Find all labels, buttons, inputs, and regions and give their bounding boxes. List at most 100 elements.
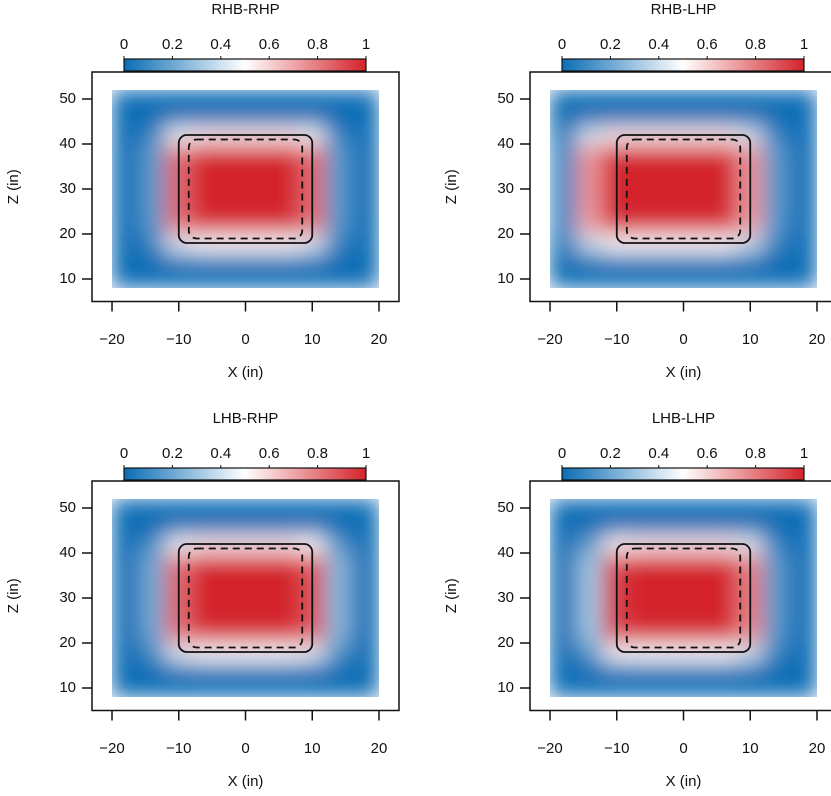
heat-cell [576,161,604,181]
heat-cell [709,251,738,271]
heat-cell [656,678,684,697]
heat-cell [325,125,353,145]
heat-cell [191,552,220,572]
heat-cell [576,143,604,163]
panel: RHB-LHP 0 0.2 0.4 0.6 0.8 1 −20 −10 0 10 20 X (in) 10… [443,1,831,381]
heat-cell [191,179,220,199]
heat-cell [550,90,578,109]
heat-cell [191,215,220,235]
heat-cell [245,269,273,288]
heat-cell [112,499,140,518]
heat-cell [550,499,578,518]
heat-cell [550,269,578,288]
heat-cell [763,125,791,145]
heat-cell [298,516,327,536]
heat-cell [789,660,817,680]
heat-cell [629,197,658,217]
heat-cell [218,161,246,181]
colorbar-tick-label: 0.6 [697,445,718,462]
heat-cell [683,90,711,109]
x-tick-label: 0 [241,331,249,348]
colorbar-tick-label: 0.6 [259,36,280,53]
heat-cell [112,534,140,554]
heat-cell [550,215,578,235]
colorbar-tick-label: 0.2 [600,36,621,53]
y-tick-label: 30 [59,180,76,197]
x-tick-label: 20 [371,740,388,757]
heat-cell [164,642,193,662]
heat-cell [602,269,631,288]
panel: LHB-RHP 0 0.2 0.4 0.6 0.8 1 −20 −10 0 10 20 X (in) 10… [5,410,400,790]
heat-cell [789,499,817,518]
heat-cell [351,90,379,109]
heat-cell [656,660,684,680]
y-axis-label: Z (in) [5,169,22,204]
heat-cell [629,161,658,181]
heat-cell [550,179,578,199]
heat-cell [298,534,327,554]
colorbar-tick-label: 0 [120,36,128,53]
heat-cell [191,161,220,181]
heat-cell [629,269,658,288]
heat-cell [245,251,273,271]
heat-cell [112,642,140,662]
heat-cell [683,588,711,608]
heat-cell [138,161,166,181]
heat-cell [191,90,220,109]
heat-cell [245,516,273,536]
x-tick-label: −20 [537,740,562,757]
heat-cell [112,179,140,199]
heat-cell [656,161,684,181]
x-tick-label: −10 [604,740,629,757]
colorbar-tick-label: 0.2 [162,36,183,53]
heat-cell [325,606,353,626]
heat-cell [112,161,140,181]
colorbar-tick-label: 0.8 [307,445,328,462]
colorbar-tick-label: 0 [558,445,566,462]
panel: LHB-LHP 0 0.2 0.4 0.6 0.8 1 −20 −10 0 10 20 X (in) 10… [443,410,831,790]
heat-cell [602,125,631,145]
heat-cell [164,534,193,554]
heat-cell [351,642,379,662]
x-axis-label: X (in) [228,364,264,381]
heat-cell [683,606,711,626]
colorbar-tick-label: 0 [120,445,128,462]
heat-cell [576,233,604,253]
heat-cell [709,552,738,572]
heat-cell [789,233,817,253]
y-tick-label: 10 [59,679,76,696]
heat-cell [218,90,246,109]
heat-cell [245,197,273,217]
heat-cell [576,570,604,590]
heat-cell [245,570,273,590]
heat-cell [351,107,379,127]
heat-cell [709,143,738,163]
heat-cell [325,516,353,536]
colorbar-tick-label: 0.4 [210,445,231,462]
heat-cell [656,179,684,199]
heat-cell [218,269,246,288]
heat-cell [629,107,658,127]
heat-cell [271,606,300,626]
heat-cell [351,233,379,253]
x-axis-label: X (in) [228,773,264,790]
heat-cell [298,269,327,288]
heat-cell [763,552,791,572]
heat-cell [629,588,658,608]
colorbar-tick-label: 1 [362,36,370,53]
x-tick-label: 10 [304,740,321,757]
colorbar-tick-label: 0.4 [648,36,669,53]
heat-cell [218,179,246,199]
heat-cell [138,624,166,644]
colorbar [123,467,367,481]
heat-cell [789,143,817,163]
heat-cell [550,570,578,590]
panel-title: RHB-LHP [651,1,717,18]
heat-cell [789,107,817,127]
heat-cell [576,624,604,644]
heat-cell [629,570,658,590]
colorbar [561,467,805,481]
heat-cell [576,534,604,554]
heat-cell [191,143,220,163]
heat-cell [112,215,140,235]
